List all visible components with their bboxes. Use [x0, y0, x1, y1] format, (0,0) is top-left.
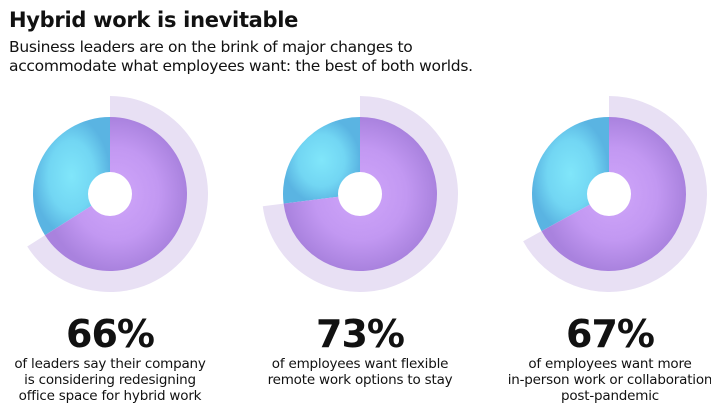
subtitle-line: accommodate what employees want: the bes…	[9, 57, 473, 75]
stat-desc-line: of leaders say their company	[14, 356, 206, 372]
stat-desc-line: of employees want more	[528, 356, 692, 372]
stat-3: 67% of employees want more in-person wor…	[485, 312, 711, 404]
stat-percent: 73%	[316, 312, 405, 356]
page-subtitle: Business leaders are on the brink of maj…	[9, 38, 473, 76]
pie-center-hole	[338, 172, 382, 216]
stat-desc-line: of employees want flexible	[271, 356, 449, 372]
stat-desc-line: is considering redesigning	[24, 372, 196, 388]
pie-slice-other	[283, 117, 360, 204]
stat-desc-line: in-person work or collaboration	[507, 372, 711, 388]
page-title: Hybrid work is inevitable	[9, 8, 299, 32]
stat-1: 66% of leaders say their company is cons…	[0, 312, 235, 404]
stat-desc-line: post-pandemic	[560, 388, 660, 404]
stat-2: 73% of employees want flexible remote wo…	[235, 312, 485, 388]
stat-percent: 66%	[66, 312, 155, 356]
stat-desc-line: office space for hybrid work	[18, 388, 202, 404]
subtitle-line: Business leaders are on the brink of maj…	[9, 38, 413, 56]
pie-center-hole	[88, 172, 132, 216]
stat-percent: 67%	[566, 312, 655, 356]
stat-desc-line: remote work options to stay	[267, 372, 453, 388]
pie-slice-other	[32, 117, 110, 236]
pie-center-hole	[587, 172, 631, 216]
